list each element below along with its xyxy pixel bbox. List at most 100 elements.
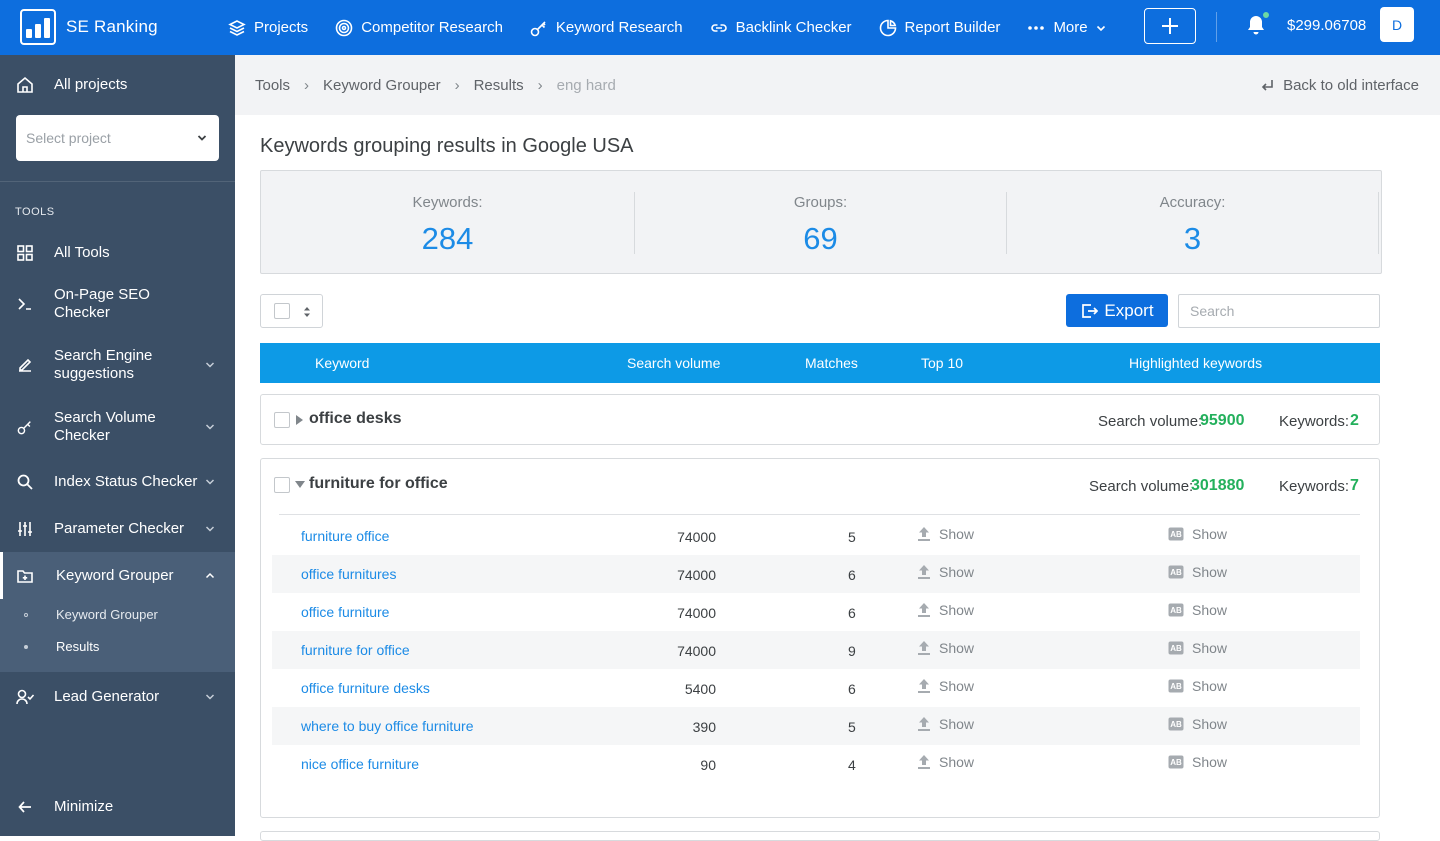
keyword-group [260, 831, 1380, 841]
highlighted-show-button[interactable]: AB Show [1168, 640, 1227, 656]
search-input[interactable] [1178, 294, 1380, 328]
stat-value: 3 [1183, 221, 1202, 256]
column-header-keyword[interactable]: Keyword [315, 355, 370, 371]
sidebar-item-label: Search Volume Checker [54, 409, 156, 444]
highlighted-show-button[interactable]: AB Show [1168, 678, 1227, 694]
group-checkbox[interactable] [274, 477, 290, 493]
column-header-highlighted-keywords: Highlighted keywords [1129, 355, 1263, 371]
upload-icon [918, 527, 930, 541]
keyword-link[interactable]: office furniture [301, 604, 390, 620]
add-button[interactable] [1144, 8, 1196, 44]
table-row: nice office furniture 90 4 Show AB Show [272, 745, 1360, 783]
keyword-link[interactable]: nice office furniture [301, 756, 420, 772]
sidebar-item-on-page-seo-checker[interactable]: On-Page SEO Checker [0, 286, 235, 322]
top10-show-button[interactable]: Show [917, 564, 974, 580]
show-label: Show [939, 602, 975, 618]
chevron-down-icon [205, 424, 215, 430]
back-to-old-interface-link[interactable]: Back to old interface [1261, 77, 1419, 94]
column-header-top10: Top 10 [921, 355, 964, 371]
search-volume-value: 95900 [1200, 412, 1245, 429]
minimize-button[interactable]: Minimize [0, 798, 235, 816]
sidebar-item-search-volume-checker[interactable]: Search Volume Checker [0, 409, 235, 445]
highlighted-show-button[interactable]: AB Show [1168, 526, 1227, 542]
top10-show-button[interactable]: Show [917, 602, 974, 618]
highlighted-show-button[interactable]: AB Show [1168, 716, 1227, 732]
bulk-select-dropdown[interactable] [260, 294, 323, 328]
dots-icon [1028, 25, 1045, 30]
nav-report-builder[interactable]: Report Builder [879, 19, 1000, 37]
highlight-ab-icon: AB [1168, 565, 1184, 579]
column-header-search-volume[interactable]: Search volume [627, 355, 721, 371]
sidebar-item-all-tools[interactable]: All Tools [0, 244, 235, 262]
upload-icon [918, 717, 930, 731]
keyword-link[interactable]: where to buy office furniture [301, 718, 474, 734]
group-checkbox[interactable] [274, 412, 290, 428]
search-icon [16, 473, 34, 491]
export-button[interactable]: Export [1066, 294, 1168, 327]
show-label: Show [939, 754, 975, 770]
sidebar-item-index-status-checker[interactable]: Index Status Checker [0, 473, 235, 491]
nav-competitor-research[interactable]: Competitor Research [335, 19, 503, 37]
avatar[interactable]: D [1380, 7, 1414, 42]
top-bar: SE Ranking Projects Competitor Research … [0, 0, 1440, 55]
account-balance[interactable]: $299.06708 [1287, 17, 1367, 34]
highlighted-show-button[interactable]: AB Show [1168, 564, 1227, 580]
table-row: furniture office 74000 5 Show AB Show [272, 517, 1360, 555]
brand-logo[interactable]: SE Ranking [20, 9, 158, 45]
sidebar-item-label: On-Page SEO Checker [54, 286, 150, 321]
top10-show-button[interactable]: Show [917, 640, 974, 656]
sidebar-item-lead-generator[interactable]: Lead Generator [0, 688, 235, 706]
notifications-button[interactable] [1246, 14, 1266, 36]
nav-backlink-checker[interactable]: Backlink Checker [710, 19, 852, 37]
highlight-ab-icon: AB [1168, 603, 1184, 617]
group-name[interactable]: furniture for office [309, 475, 448, 492]
sidebar-item-parameter-checker[interactable]: Parameter Checker [0, 520, 235, 538]
table-header: Keyword Search volume Matches Top 10 Hig… [260, 343, 1380, 383]
show-label: Show [1192, 602, 1228, 618]
top10-show-button[interactable]: Show [917, 716, 974, 732]
breadcrumb-results[interactable]: Results [473, 77, 524, 94]
sidebar-subitem-results[interactable]: Results [56, 639, 100, 654]
svg-text:AB: AB [1170, 644, 1182, 653]
nav-label: Backlink Checker [735, 19, 852, 36]
nav-keyword-research[interactable]: Keyword Research [530, 19, 683, 37]
group-name[interactable]: office desks [309, 410, 402, 427]
chevron-right-icon: › [537, 77, 543, 94]
table-row: office furniture 74000 6 Show AB Show [272, 593, 1360, 631]
breadcrumb-tools[interactable]: Tools [255, 77, 291, 94]
column-header-matches[interactable]: Matches [805, 355, 858, 371]
keyword-link[interactable]: furniture office [301, 528, 390, 544]
highlighted-show-button[interactable]: AB Show [1168, 602, 1227, 618]
link-icon [710, 23, 727, 32]
back-link-label: Back to old interface [1283, 77, 1419, 94]
sidebar-item-keyword-grouper[interactable]: Keyword Grouper [0, 567, 235, 585]
top10-show-button[interactable]: Show [917, 754, 974, 770]
keyword-link[interactable]: furniture for office [301, 642, 410, 658]
search-volume-value: 301880 [1191, 477, 1245, 494]
highlighted-show-button[interactable]: AB Show [1168, 754, 1227, 770]
top10-show-button[interactable]: Show [917, 526, 974, 542]
caret-down-icon[interactable] [295, 481, 305, 488]
select-project-dropdown[interactable]: Select project [16, 115, 219, 161]
sidebar-item-search-engine-suggestions[interactable]: Search Engine suggestions [0, 347, 235, 383]
caret-right-icon[interactable] [296, 415, 303, 425]
select-all-checkbox[interactable] [274, 303, 290, 319]
show-label: Show [939, 640, 975, 656]
search-volume-label: Search volume: [1089, 478, 1194, 495]
sidebar: All projects Select project TOOLS All To… [0, 55, 235, 836]
keyword-link[interactable]: office furniture desks [301, 680, 430, 696]
chevron-down-icon [205, 362, 215, 368]
show-label: Show [1192, 754, 1228, 770]
user-check-icon [16, 688, 34, 706]
nav-more[interactable]: More [1027, 19, 1105, 37]
nav-projects[interactable]: Projects [228, 19, 308, 37]
svg-text:AB: AB [1170, 720, 1182, 729]
keywords-count: 7 [1350, 477, 1359, 494]
top10-show-button[interactable]: Show [917, 678, 974, 694]
sidebar-item-all-projects[interactable]: All projects [0, 76, 235, 94]
keyword-link[interactable]: office furnitures [301, 566, 397, 582]
show-label: Show [939, 678, 975, 694]
svg-text:AB: AB [1170, 568, 1182, 577]
breadcrumb-keyword-grouper[interactable]: Keyword Grouper [323, 77, 441, 94]
sidebar-subitem-keyword-grouper[interactable]: Keyword Grouper [56, 607, 158, 622]
